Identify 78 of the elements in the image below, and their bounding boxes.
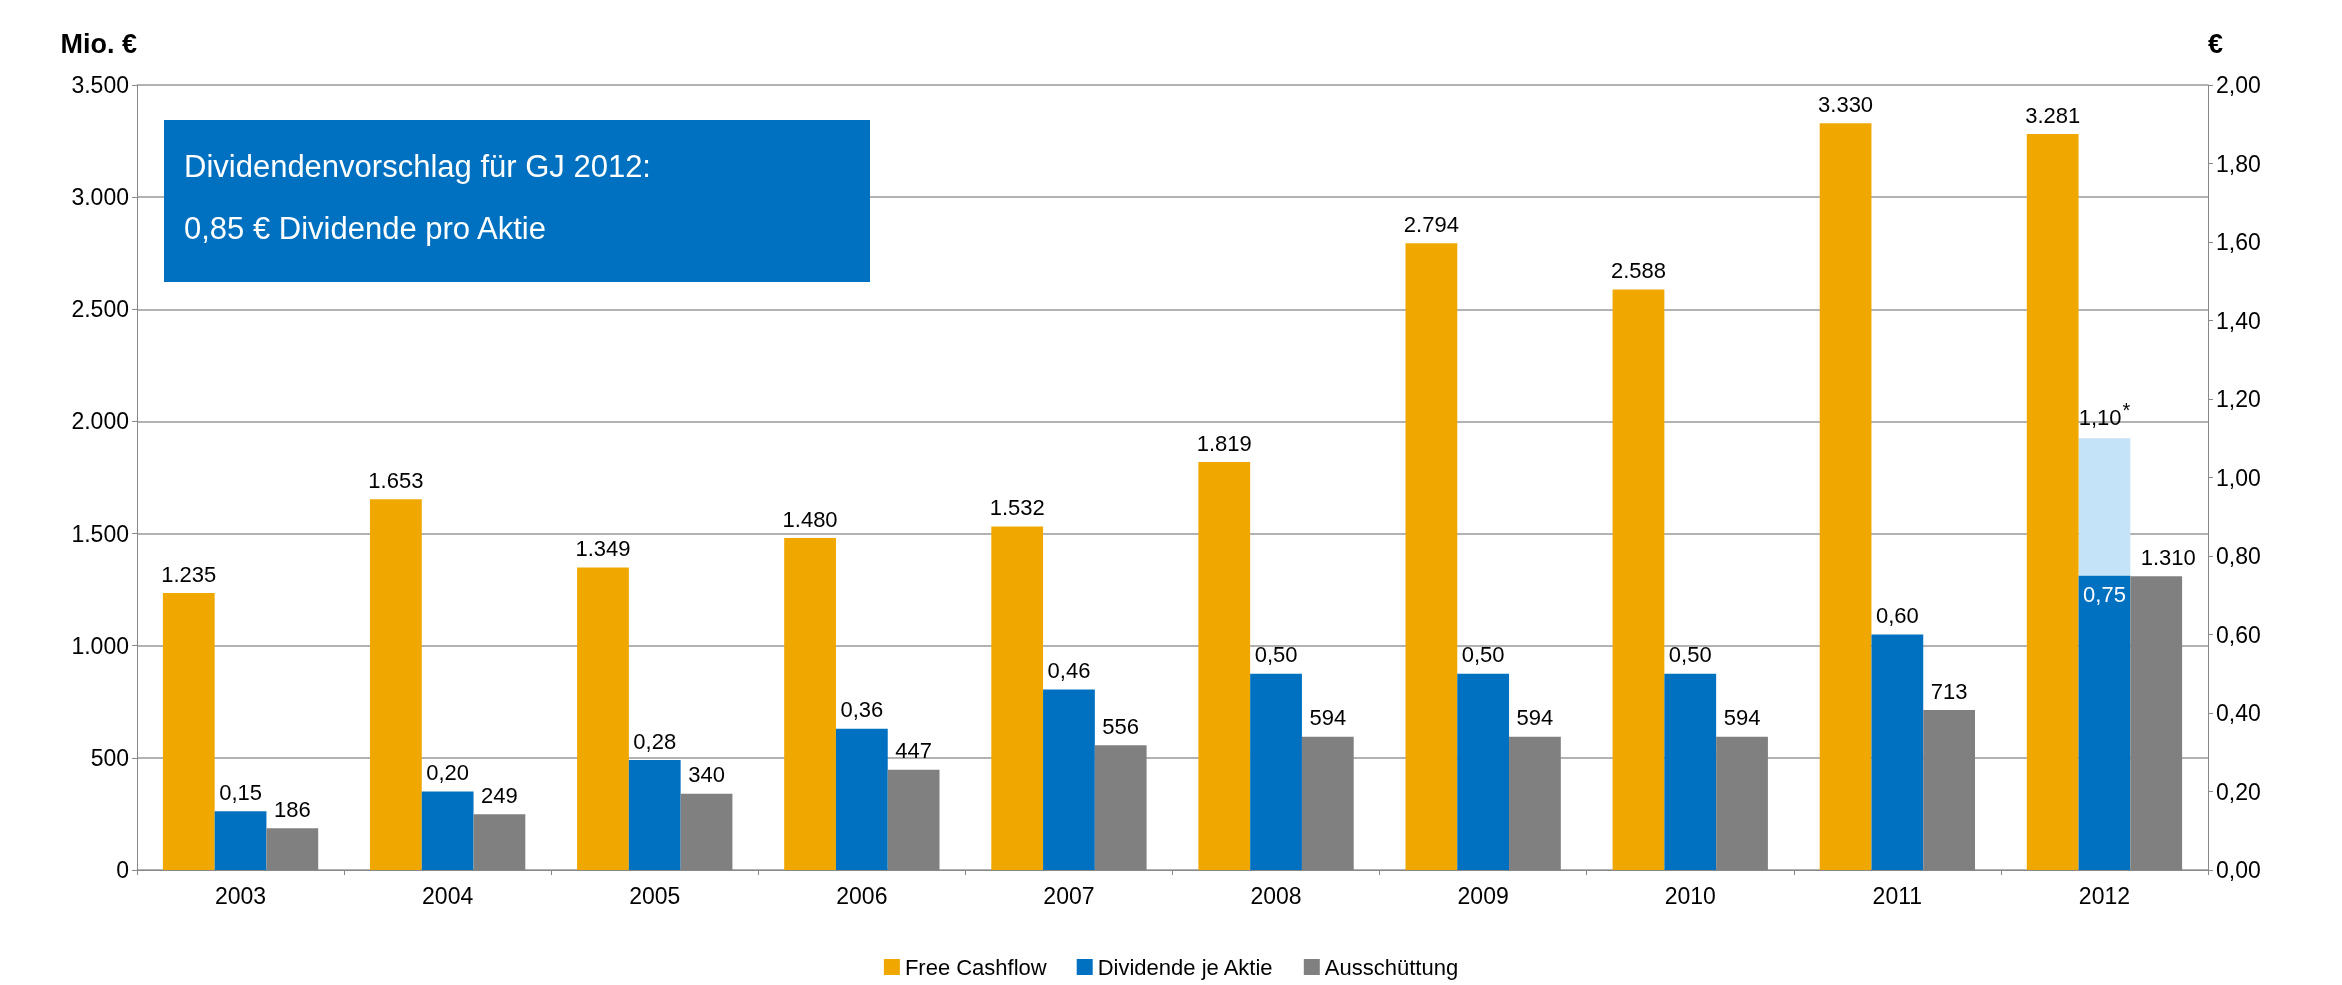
- data-label: 594: [1516, 705, 1554, 731]
- data-label: 0,50: [1461, 642, 1505, 668]
- y2-tick-label: 1,20: [2216, 386, 2261, 412]
- x-tick-label: 2006: [836, 882, 888, 909]
- data-label: 340: [688, 762, 725, 788]
- data-label: 1.310: [2140, 544, 2196, 570]
- legend-label: Free Cashflow: [904, 954, 1047, 980]
- data-label: 1.349: [575, 535, 631, 561]
- y2-tick-label: 1,60: [2216, 229, 2261, 255]
- data-label: 0,75: [2083, 582, 2126, 608]
- data-label: 1.819: [1196, 430, 1252, 456]
- x-tick-label: 2012: [2078, 882, 2131, 909]
- y-tick-label: 3.000: [71, 184, 129, 211]
- data-label: 594: [1723, 705, 1761, 731]
- y2-tick-label: 1,00: [2216, 464, 2261, 491]
- y-tick-label: 0: [116, 857, 129, 883]
- data-label: 3.330: [1818, 91, 1874, 117]
- y2-tick-label: 0,00: [2216, 857, 2261, 883]
- bar: [162, 593, 215, 870]
- legend-label: Ausschüttung: [1324, 954, 1459, 980]
- y2-axis-title: €: [2208, 28, 2224, 59]
- y-tick-label: 2.000: [71, 408, 129, 435]
- data-label: 0,60: [1875, 603, 1919, 628]
- bar: [784, 538, 836, 870]
- bar: [1819, 123, 1872, 870]
- data-label: 0,20: [426, 760, 470, 785]
- y-tick-label: 1.500: [71, 520, 129, 547]
- y2-tick-label: 0,80: [2216, 543, 2261, 569]
- data-label: 1.532: [989, 494, 1045, 520]
- data-label: 1.235: [161, 561, 217, 587]
- data-label: 0,36: [840, 697, 884, 723]
- y-tick-label: 3.500: [71, 72, 129, 98]
- bar: [2078, 438, 2131, 576]
- data-label: 447: [895, 738, 932, 764]
- callout-box: Dividendenvorschlag für GJ 2012: 0,85 € Dividende pro Aktie: [164, 120, 870, 282]
- legend-label: Dividende je Aktie: [1097, 954, 1273, 980]
- bar: [1612, 289, 1665, 870]
- annotation: Dividendenvorschlag für GJ 2012:: [184, 148, 652, 186]
- data-label: 0,15: [219, 779, 262, 805]
- bar: [1405, 243, 1458, 870]
- bar: [2026, 134, 2079, 870]
- y2-tick-label: 0,60: [2216, 621, 2261, 648]
- bar: [1198, 462, 1251, 870]
- y-tick-label: 1.000: [71, 632, 129, 659]
- bar: [369, 499, 422, 870]
- data-label: 556: [1102, 713, 1140, 739]
- data-label: 1.480: [782, 506, 838, 532]
- x-tick-label: 2009: [1457, 882, 1509, 909]
- x-tick-label: 2007: [1043, 882, 1095, 909]
- data-label: 186: [273, 796, 311, 822]
- data-label: 713: [1930, 678, 1968, 704]
- x-tick-label: 2011: [1872, 882, 1923, 909]
- y2-tick-label: 0,20: [2216, 778, 2261, 805]
- y2-tick-label: 2,00: [2216, 72, 2261, 98]
- x-tick-label: 2003: [214, 882, 267, 909]
- y2-tick-label: 1,40: [2216, 307, 2261, 334]
- data-label: 2.794: [1403, 211, 1459, 237]
- data-label: 0,28: [633, 728, 677, 754]
- data-label: 3.281: [2025, 102, 2081, 128]
- y2-tick-label: 0,40: [2216, 700, 2261, 726]
- annotation: 0,85 € Dividende pro Aktie: [184, 210, 547, 248]
- data-label: 2.588: [1610, 258, 1667, 284]
- annotation: 1,10*: [2078, 399, 2131, 430]
- data-label: 0,46: [1047, 657, 1091, 683]
- data-label: 1.653: [368, 467, 424, 493]
- y-tick-label: 500: [90, 744, 129, 771]
- x-tick-label: 2008: [1250, 882, 1302, 909]
- y-axis-title: Mio. €: [60, 28, 137, 59]
- data-label: 0,50: [1668, 642, 1712, 668]
- y-tick-label: 2.500: [71, 296, 129, 323]
- y2-tick-label: 1,80: [2216, 150, 2261, 177]
- data-label: 0,50: [1254, 642, 1298, 668]
- x-tick-label: 2004: [422, 882, 474, 909]
- data-label: 249: [481, 782, 518, 808]
- data-label: 594: [1309, 705, 1347, 731]
- x-tick-label: 2005: [629, 882, 681, 909]
- bar: [577, 567, 629, 870]
- x-tick-label: 2010: [1664, 882, 1716, 909]
